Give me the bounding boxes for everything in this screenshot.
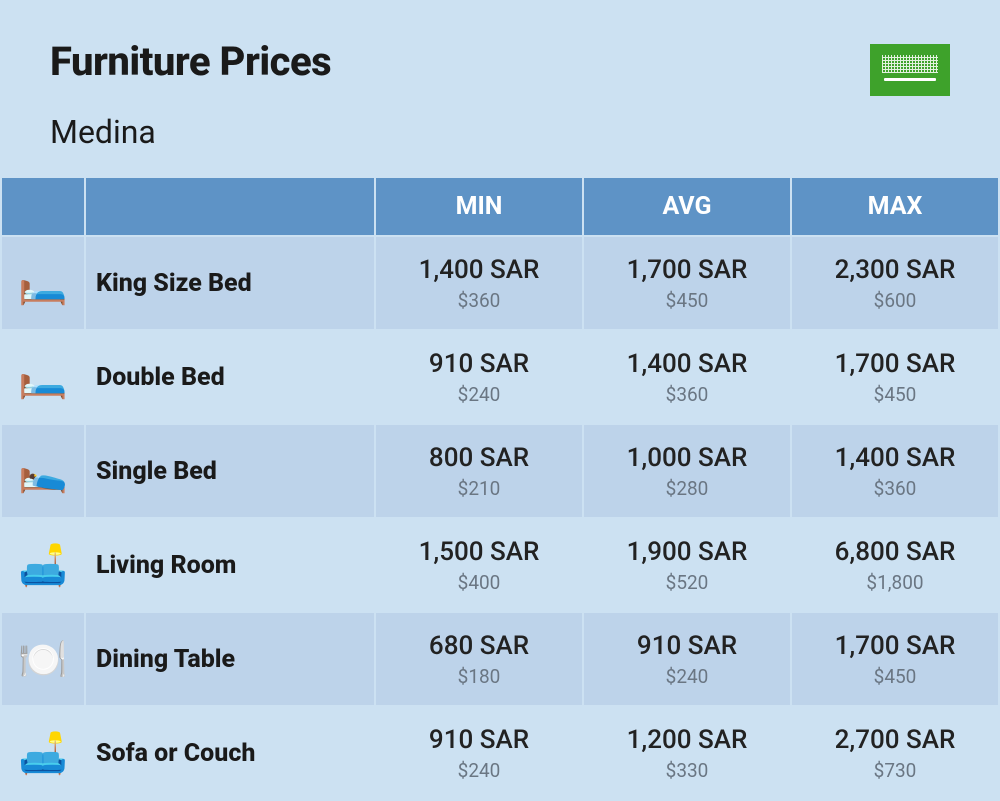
col-blank-icon: [2, 178, 84, 235]
page-title: Furniture Prices: [50, 38, 331, 85]
furniture-name: Sofa or Couch: [86, 707, 374, 799]
price-max: 6,800 SAR$1,800: [792, 519, 998, 611]
furniture-name: Dining Table: [86, 613, 374, 705]
price-avg: 1,000 SAR$280: [584, 425, 790, 517]
price-max: 2,700 SAR$730: [792, 707, 998, 799]
header: Furniture Prices Medina: [0, 0, 1000, 176]
title-block: Furniture Prices Medina: [50, 38, 331, 151]
furniture-icon: 🛋️: [2, 707, 84, 799]
table-row: 🛋️Living Room1,500 SAR$4001,900 SAR$5206…: [2, 519, 998, 611]
table-row: 🛏️King Size Bed1,400 SAR$3601,700 SAR$45…: [2, 237, 998, 329]
price-min: 1,500 SAR$400: [376, 519, 582, 611]
col-max: MAX: [792, 178, 998, 235]
price-max: 2,300 SAR$600: [792, 237, 998, 329]
furniture-name: King Size Bed: [86, 237, 374, 329]
table-row: 🛏️Double Bed910 SAR$2401,400 SAR$3601,70…: [2, 331, 998, 423]
price-min: 910 SAR$240: [376, 707, 582, 799]
furniture-name: Double Bed: [86, 331, 374, 423]
table-row: 🛌Single Bed800 SAR$2101,000 SAR$2801,400…: [2, 425, 998, 517]
price-min: 1,400 SAR$360: [376, 237, 582, 329]
price-min: 680 SAR$180: [376, 613, 582, 705]
furniture-icon: 🛋️: [2, 519, 84, 611]
table-row: 🍽️Dining Table680 SAR$180910 SAR$2401,70…: [2, 613, 998, 705]
price-avg: 1,200 SAR$330: [584, 707, 790, 799]
furniture-icon: 🛏️: [2, 331, 84, 423]
price-max: 1,400 SAR$360: [792, 425, 998, 517]
price-min: 910 SAR$240: [376, 331, 582, 423]
price-avg: 910 SAR$240: [584, 613, 790, 705]
furniture-icon: 🍽️: [2, 613, 84, 705]
furniture-name: Single Bed: [86, 425, 374, 517]
price-avg: 1,900 SAR$520: [584, 519, 790, 611]
price-max: 1,700 SAR$450: [792, 331, 998, 423]
col-avg: AVG: [584, 178, 790, 235]
furniture-icon: 🛌: [2, 425, 84, 517]
flag-saudi-arabia: [870, 44, 950, 96]
table-row: 🛋️Sofa or Couch910 SAR$2401,200 SAR$3302…: [2, 707, 998, 799]
price-min: 800 SAR$210: [376, 425, 582, 517]
price-table: MIN AVG MAX 🛏️King Size Bed1,400 SAR$360…: [0, 176, 1000, 801]
price-max: 1,700 SAR$450: [792, 613, 998, 705]
col-blank-name: [86, 178, 374, 235]
furniture-icon: 🛏️: [2, 237, 84, 329]
price-avg: 1,700 SAR$450: [584, 237, 790, 329]
furniture-name: Living Room: [86, 519, 374, 611]
price-avg: 1,400 SAR$360: [584, 331, 790, 423]
col-min: MIN: [376, 178, 582, 235]
page-subtitle: Medina: [50, 113, 331, 151]
